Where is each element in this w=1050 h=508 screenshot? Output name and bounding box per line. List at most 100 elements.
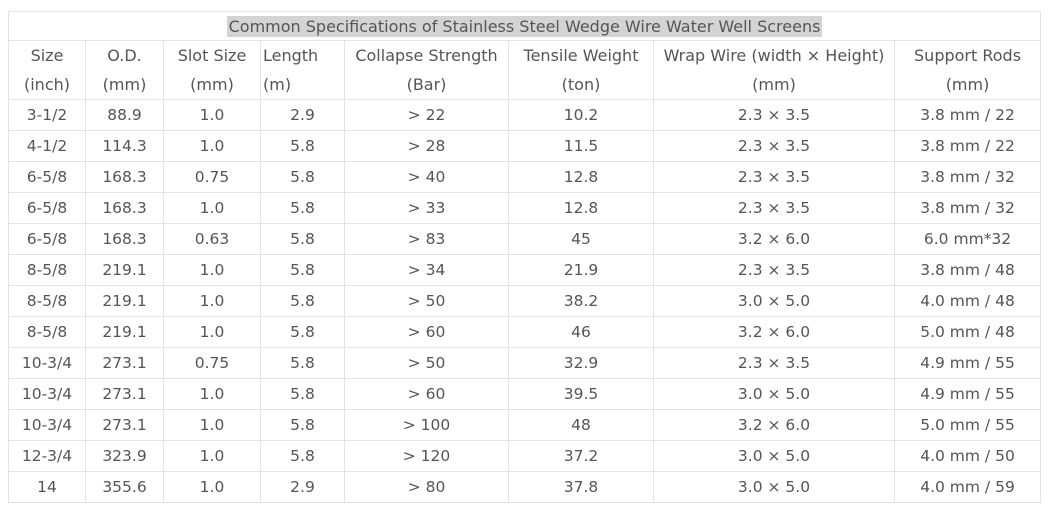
table-cell: 6.0 mm*32 xyxy=(893,223,1042,255)
table-cell: 3.0 × 5.0 xyxy=(653,378,895,410)
table-cell: 3.8 mm / 32 xyxy=(893,192,1042,224)
header-unit-cell: (ton) xyxy=(508,70,654,100)
table-row: 4-1/2 114.3 1.0 5.8 > 28 11.5 2.3 × 3.5 3.8 mm … xyxy=(8,130,1042,162)
table-cell: 219.1 xyxy=(85,254,164,286)
table-cell: 1.0 xyxy=(163,316,261,348)
table-cell: > 34 xyxy=(344,254,509,286)
table-cell: 8-5/8 xyxy=(8,316,86,348)
table-cell: 10-3/4 xyxy=(8,347,86,379)
table-cell: 219.1 xyxy=(85,285,164,317)
table-cell: 3.0 × 5.0 xyxy=(653,471,895,503)
table-cell: 45 xyxy=(508,223,654,255)
table-cell: 168.3 xyxy=(85,192,164,224)
table-cell: 0.75 xyxy=(163,347,261,379)
header-cell: Tensile Weight xyxy=(508,40,654,70)
table-cell: 1.0 xyxy=(163,99,261,131)
table-cell: 2.3 × 3.5 xyxy=(653,130,895,162)
table-row: 8-5/8 219.1 1.0 5.8 > 34 21.9 2.3 × 3.5 3.8 mm … xyxy=(8,254,1042,286)
table-cell: 3.2 × 6.0 xyxy=(653,409,895,441)
table-row: 14 355.6 1.0 2.9 > 80 37.8 3.0 × 5.0 4.0 mm / 5… xyxy=(8,471,1042,503)
table-cell: > 28 xyxy=(344,130,509,162)
table-cell: 38.2 xyxy=(508,285,654,317)
table-row: 10-3/4 273.1 1.0 5.8 > 60 39.5 3.0 × 5.0 4.9 mm… xyxy=(8,378,1042,410)
table-cell: 323.9 xyxy=(85,440,164,472)
table-cell: > 33 xyxy=(344,192,509,224)
table-cell: 5.0 mm / 48 xyxy=(893,316,1042,348)
table-row: 10-3/4 273.1 0.75 5.8 > 50 32.9 2.3 × 3.5 4.9 m… xyxy=(8,347,1042,379)
header-unit-cell: (m) xyxy=(260,70,345,100)
table-cell: 6-5/8 xyxy=(8,161,86,193)
header-unit-cell: (mm) xyxy=(163,70,261,100)
table-cell: 12.8 xyxy=(508,192,654,224)
table-cell: > 83 xyxy=(344,223,509,255)
table-cell: > 100 xyxy=(344,409,509,441)
header-cell: Collapse Strength xyxy=(344,40,509,70)
table-cell: 21.9 xyxy=(508,254,654,286)
table-cell: 11.5 xyxy=(508,130,654,162)
table-cell: 3.2 × 6.0 xyxy=(653,316,895,348)
header-cell: Size xyxy=(8,40,86,70)
table-cell: 4.0 mm / 59 xyxy=(893,471,1042,503)
header-unit-cell: (Bar) xyxy=(344,70,509,100)
table-cell: 5.8 xyxy=(260,161,345,193)
table-cell: 5.8 xyxy=(260,378,345,410)
table-cell: 168.3 xyxy=(85,161,164,193)
table-cell: 4.9 mm / 55 xyxy=(893,347,1042,379)
table-cell: 12-3/4 xyxy=(8,440,86,472)
table-row: 10-3/4 273.1 1.0 5.8 > 100 48 3.2 × 6.0 5.0 mm … xyxy=(8,409,1042,441)
table-cell: 114.3 xyxy=(85,130,164,162)
table-cell: 2.3 × 3.5 xyxy=(653,347,895,379)
table-cell: 8-5/8 xyxy=(8,254,86,286)
header-unit-cell: (mm) xyxy=(85,70,164,100)
table-cell: 1.0 xyxy=(163,409,261,441)
table-cell: 5.8 xyxy=(260,130,345,162)
table-cell: 3-1/2 xyxy=(8,99,86,131)
table-cell: 1.0 xyxy=(163,130,261,162)
table-cell: 2.9 xyxy=(260,471,345,503)
table-cell: 1.0 xyxy=(163,378,261,410)
spec-table-container: Common Specifications of Stainless Steel… xyxy=(7,11,1042,503)
header-unit-cell: (mm) xyxy=(893,70,1042,100)
table-cell: > 50 xyxy=(344,285,509,317)
table-cell: 37.2 xyxy=(508,440,654,472)
header-cell: Support Rods xyxy=(893,40,1042,70)
table-cell: 88.9 xyxy=(85,99,164,131)
caption-row: Common Specifications of Stainless Steel… xyxy=(7,11,1042,41)
table-cell: 1.0 xyxy=(163,285,261,317)
header-cell: O.D. xyxy=(85,40,164,70)
header-cell: Wrap Wire (width × Height) xyxy=(653,40,895,70)
table-cell: 3.8 mm / 48 xyxy=(893,254,1042,286)
table-cell: 2.3 × 3.5 xyxy=(653,99,895,131)
table-cell: 48 xyxy=(508,409,654,441)
table-cell: 0.63 xyxy=(163,223,261,255)
table-cell: 5.0 mm / 55 xyxy=(893,409,1042,441)
table-cell: 14 xyxy=(8,471,86,503)
table-cell: > 120 xyxy=(344,440,509,472)
header-cell: Length xyxy=(260,40,345,70)
table-row: 6-5/8 168.3 0.63 5.8 > 83 45 3.2 × 6.0 6.0 mm*3… xyxy=(8,223,1042,255)
table-cell: 46 xyxy=(508,316,654,348)
spec-table: Common Specifications of Stainless Steel… xyxy=(7,11,1042,503)
table-cell: 5.8 xyxy=(260,285,345,317)
table-cell: 6-5/8 xyxy=(8,192,86,224)
table-cell: 5.8 xyxy=(260,347,345,379)
table-cell: 5.8 xyxy=(260,192,345,224)
table-cell: 355.6 xyxy=(85,471,164,503)
table-row: 8-5/8 219.1 1.0 5.8 > 50 38.2 3.0 × 5.0 4.0 mm … xyxy=(8,285,1042,317)
table-cell: 4.0 mm / 48 xyxy=(893,285,1042,317)
table-row: 3-1/2 88.9 1.0 2.9 > 22 10.2 2.3 × 3.5 3.8 mm /… xyxy=(8,99,1042,131)
table-cell: 1.0 xyxy=(163,471,261,503)
table-cell: 39.5 xyxy=(508,378,654,410)
header-row-2: (inch) (mm) (mm) (m) (Bar) (ton) (mm) (m… xyxy=(8,70,1042,100)
table-cell: 12.8 xyxy=(508,161,654,193)
table-row: 6-5/8 168.3 1.0 5.8 > 33 12.8 2.3 × 3.5 3.8 mm … xyxy=(8,192,1042,224)
table-cell: 37.8 xyxy=(508,471,654,503)
table-cell: 3.2 × 6.0 xyxy=(653,223,895,255)
table-cell: 1.0 xyxy=(163,440,261,472)
table-cell: > 60 xyxy=(344,316,509,348)
table-cell: 1.0 xyxy=(163,254,261,286)
table-cell: 4.0 mm / 50 xyxy=(893,440,1042,472)
table-cell: 4.9 mm / 55 xyxy=(893,378,1042,410)
table-cell: > 80 xyxy=(344,471,509,503)
table-cell: 5.8 xyxy=(260,316,345,348)
